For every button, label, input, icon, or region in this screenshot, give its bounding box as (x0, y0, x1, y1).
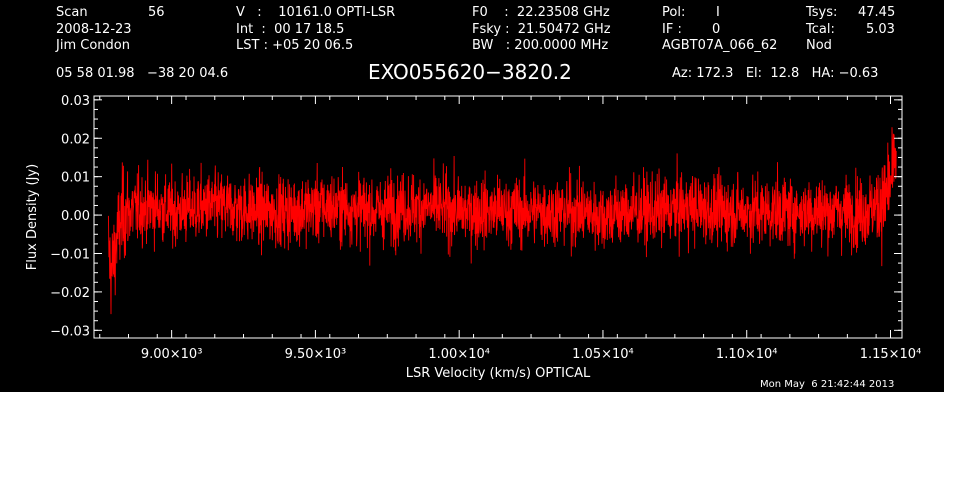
x-tick-label: 1.05×10⁴ (572, 347, 634, 362)
tsys-value: 47.45 (858, 5, 896, 20)
az-el-ha: Az: 172.3 El: 12.8 HA: −0.63 (672, 66, 879, 81)
integration-line: Int : 00 17 18.5 (236, 22, 345, 37)
y-tick-label: −0.03 (50, 324, 90, 339)
pol-label: Pol: (662, 5, 686, 20)
fsky-line: Fsky : 21.50472 GHz (472, 22, 611, 37)
spectrum-chart: −0.03 −0.02 −0.01 0.00 0.01 0.02 0.03 9.00×10³ 9… (25, 94, 922, 381)
y-tick-label: 0.03 (61, 94, 90, 109)
source-coordinates: 05 58 01.98 −38 20 04.6 (56, 66, 229, 81)
f0-line: F0 : 22.23508 GHz (472, 5, 610, 20)
y-tick-label: −0.02 (50, 286, 90, 301)
observation-date: 2008-12-23 (56, 22, 132, 37)
source-name: EXO055620−3820.2 (368, 60, 572, 84)
y-tick-label: 0.02 (61, 132, 90, 147)
tsys-label: Tsys: (806, 5, 838, 20)
bandwidth-line: BW : 200.0000 MHz (472, 38, 609, 53)
y-tick-label: 0.01 (61, 171, 90, 186)
plot-frame (93, 95, 903, 339)
spectrum-trace (107, 127, 897, 315)
switching-mode: Nod (806, 38, 832, 53)
tcal-value: 5.03 (866, 22, 895, 37)
velocity-line: V : 10161.0 OPTI-LSR (236, 5, 396, 20)
if-value: 0 (712, 22, 721, 37)
x-tick-label: 9.50×10³ (285, 347, 347, 362)
tcal-label: Tcal: (806, 22, 835, 37)
x-tick-label: 1.15×10⁴ (860, 347, 922, 362)
x-tick-label: 9.00×10³ (141, 347, 203, 362)
y-axis-label: Flux Density (Jy) (25, 164, 40, 270)
scan-number: 56 (148, 5, 165, 20)
y-tick-label: −0.01 (50, 247, 90, 262)
x-tick-label: 1.10×10⁴ (716, 347, 778, 362)
timestamp: Mon May 6 21:42:44 2013 (760, 379, 895, 390)
scan-label: Scan (56, 5, 88, 20)
y-tick-label: 0.00 (61, 209, 90, 224)
observer-name: Jim Condon (56, 38, 130, 53)
spectrum-plot-panel: Scan 56 2008-12-23 Jim Condon V : 10161.… (0, 0, 944, 392)
x-axis-label: LSR Velocity (km/s) OPTICAL (406, 366, 591, 381)
lst-line: LST : +05 20 06.5 (236, 38, 354, 53)
pol-value: I (716, 5, 720, 20)
if-label: IF : (662, 22, 682, 37)
x-tick-label: 1.00×10⁴ (428, 347, 490, 362)
project-id: AGBT07A_066_62 (662, 38, 778, 53)
